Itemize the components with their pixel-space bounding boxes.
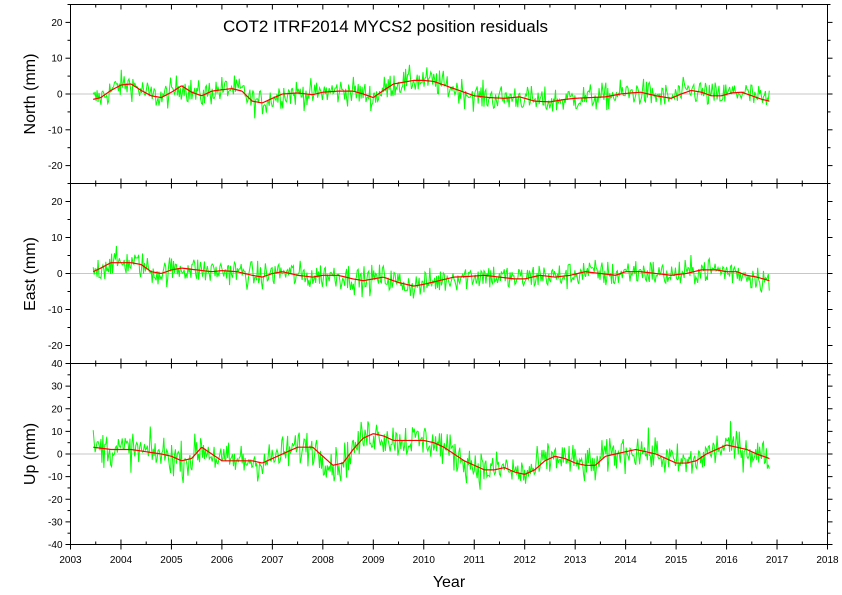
residuals-chart: COT2 ITRF2014 MYCS2 position residuals N… (0, 0, 842, 595)
x-tick-label: 2008 (312, 555, 335, 566)
x-tick-label: 2003 (59, 555, 82, 566)
y-tick-label: 0 (57, 450, 63, 461)
x-tick-label: 2018 (816, 555, 839, 566)
x-tick-label: 2012 (514, 555, 537, 566)
y-tick-label: -20 (48, 161, 63, 172)
north-axis-label: North (mm) (22, 54, 39, 135)
y-tick-label: 20 (51, 18, 63, 29)
east-axis-label: East (mm) (22, 237, 39, 311)
y-tick-label: 10 (51, 427, 63, 438)
y-tick-label: 20 (51, 404, 63, 415)
x-tick-label: 2006 (211, 555, 234, 566)
y-tick-label: 0 (57, 269, 63, 280)
up-axis-label: Up (mm) (22, 423, 39, 485)
x-tick-label: 2011 (463, 555, 485, 566)
y-tick-label: 10 (51, 233, 63, 244)
x-tick-label: 2017 (766, 555, 789, 566)
y-tick-label: 30 (51, 382, 63, 393)
y-tick-label: 0 (57, 90, 63, 101)
y-tick-label: -40 (48, 540, 63, 551)
x-axis-label: Year (433, 574, 466, 591)
x-tick-label: 2010 (413, 555, 436, 566)
x-tick-label: 2016 (715, 555, 738, 566)
y-tick-label: 40 (51, 359, 63, 370)
x-tick-label: 2007 (261, 555, 284, 566)
x-tick-label: 2005 (160, 555, 183, 566)
chart-title: COT2 ITRF2014 MYCS2 position residuals (223, 17, 548, 36)
y-tick-label: -30 (48, 517, 63, 528)
y-tick-label: -10 (48, 125, 63, 136)
y-tick-label: -20 (48, 495, 63, 506)
y-tick-label: -20 (48, 341, 63, 352)
x-tick-label: 2013 (564, 555, 587, 566)
x-tick-label: 2014 (615, 555, 638, 566)
y-tick-label: 20 (51, 197, 63, 208)
y-tick-label: 10 (51, 54, 63, 65)
y-tick-label: -10 (48, 472, 63, 483)
y-tick-label: -10 (48, 305, 63, 316)
x-tick-label: 2009 (362, 555, 385, 566)
x-tick-label: 2004 (110, 555, 133, 566)
x-tick-label: 2015 (665, 555, 688, 566)
